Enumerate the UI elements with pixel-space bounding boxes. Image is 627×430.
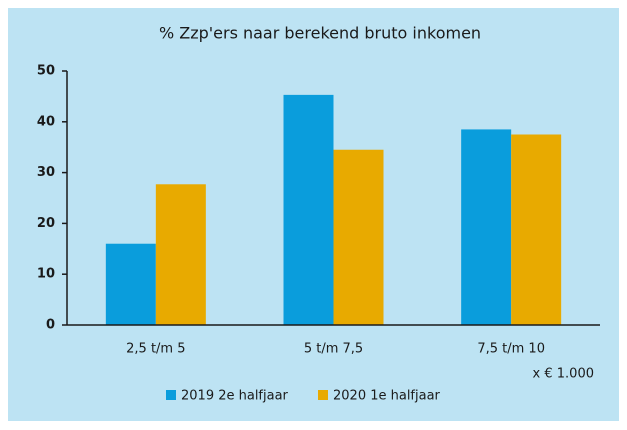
y-tick-label: 20 <box>37 216 55 231</box>
bar <box>511 134 562 325</box>
x-tick-label: 5 t/m 7,5 <box>304 342 363 357</box>
y-tick-label: 10 <box>37 267 55 282</box>
bar <box>461 129 512 325</box>
legend-swatch <box>318 390 328 400</box>
y-tick-label: 30 <box>37 165 55 180</box>
legend-swatch <box>166 390 176 400</box>
x-tick-label: 7,5 t/m 10 <box>477 342 545 357</box>
bar <box>283 94 334 325</box>
axis-annotation: x € 1.000 <box>533 367 594 382</box>
bar <box>333 149 384 325</box>
bar <box>105 243 156 325</box>
x-tick-label: 2,5 t/m 5 <box>126 342 185 357</box>
legend-label: 2019 2e halfjaar <box>181 389 289 404</box>
chart-title: % Zzp'ers naar berekend bruto inkomen <box>159 24 481 43</box>
y-tick-label: 0 <box>46 318 55 333</box>
y-tick-label: 40 <box>37 114 55 129</box>
y-tick-label: 50 <box>37 64 55 79</box>
legend-label: 2020 1e halfjaar <box>333 389 441 404</box>
bar <box>155 184 206 325</box>
